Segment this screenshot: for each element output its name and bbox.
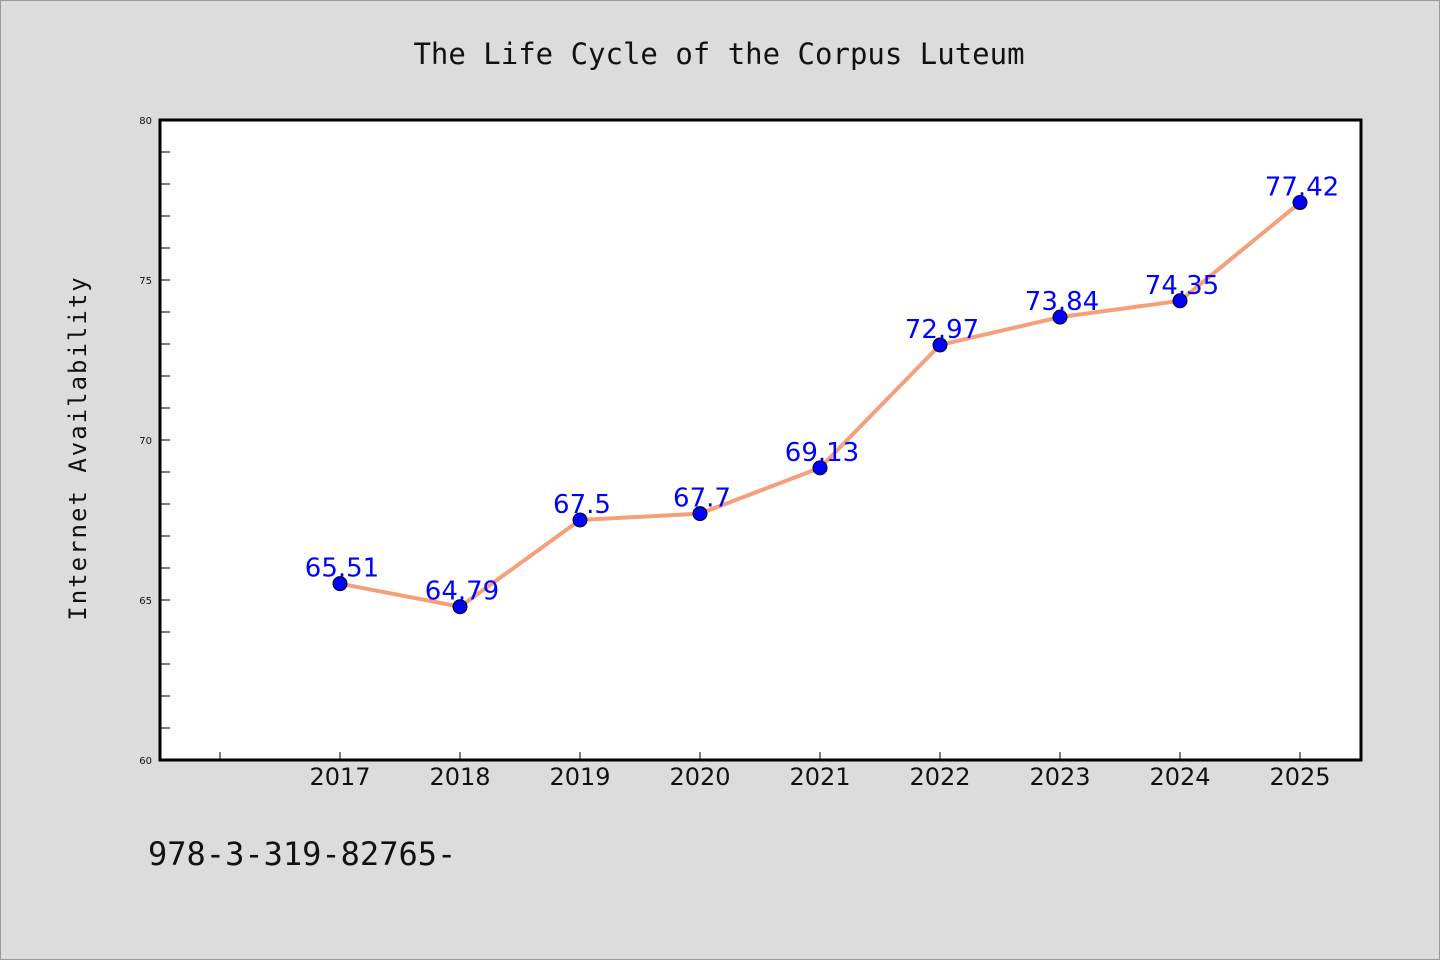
x-tick-label-2017: 2017: [309, 763, 370, 791]
data-point-2019: [572, 512, 588, 528]
data-point-2020: [692, 506, 708, 522]
x-tick-label-2025: 2025: [1269, 763, 1330, 791]
data-label-2019: 67.5: [553, 490, 611, 520]
y-tick-label: 65: [139, 596, 152, 607]
data-point-2021: [812, 460, 828, 476]
y-axis-label: Internet Availability: [64, 275, 92, 620]
data-point-2018: [452, 599, 468, 615]
data-label-2017: 65.51: [305, 554, 379, 584]
x-tick-label-2018: 2018: [429, 763, 490, 791]
data-label-2021: 69.13: [785, 438, 859, 468]
data-label-2022: 72.97: [905, 315, 979, 345]
y-tick-label: 60: [139, 756, 152, 767]
plot-border: [158, 118, 1363, 762]
data-label-2025: 77.42: [1265, 173, 1339, 203]
data-label-2018: 64.79: [425, 577, 499, 607]
y-tick-label: 80: [139, 116, 152, 127]
axis-ticks: 60 65 70 75 80 2017 2018 2019 2020 2021 2022 2023 20…: [139, 116, 1330, 791]
x-tick-label-2020: 2020: [669, 763, 730, 791]
footnote-isbn: 978-3-319-82765-: [148, 835, 456, 873]
data-point-2023: [1052, 309, 1068, 325]
data-label-2020: 67.7: [673, 484, 731, 514]
data-label-layer: 65.51 64.79 67.5 67.7 69.13 72.97 73.84 74.35 77…: [305, 173, 1339, 607]
data-label-2023: 73.84: [1025, 287, 1099, 317]
chart-title: The Life Cycle of the Corpus Luteum: [413, 37, 1024, 71]
data-point-2022: [932, 337, 948, 353]
data-point-2017: [332, 576, 348, 592]
plot-area: [160, 120, 1361, 760]
x-tick-label-2024: 2024: [1149, 763, 1210, 791]
data-point-2024: [1172, 293, 1188, 309]
x-tick-label-2019: 2019: [549, 763, 610, 791]
data-label-2024: 74.35: [1145, 271, 1219, 301]
x-tick-label-2022: 2022: [909, 763, 970, 791]
x-tick-label-2023: 2023: [1029, 763, 1090, 791]
y-tick-label: 75: [139, 276, 152, 287]
y-tick-label: 70: [139, 436, 152, 447]
x-tick-label-2021: 2021: [789, 763, 850, 791]
series-marker-layer: [332, 195, 1308, 615]
data-point-2025: [1292, 195, 1308, 211]
